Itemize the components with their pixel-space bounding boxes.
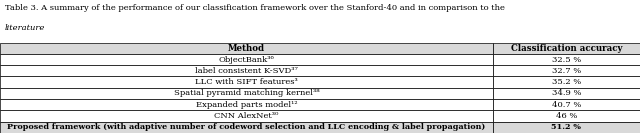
Text: Table 3. A summary of the performance of our classification framework over the S: Table 3. A summary of the performance of… bbox=[5, 4, 505, 12]
Text: literature: literature bbox=[5, 24, 45, 32]
